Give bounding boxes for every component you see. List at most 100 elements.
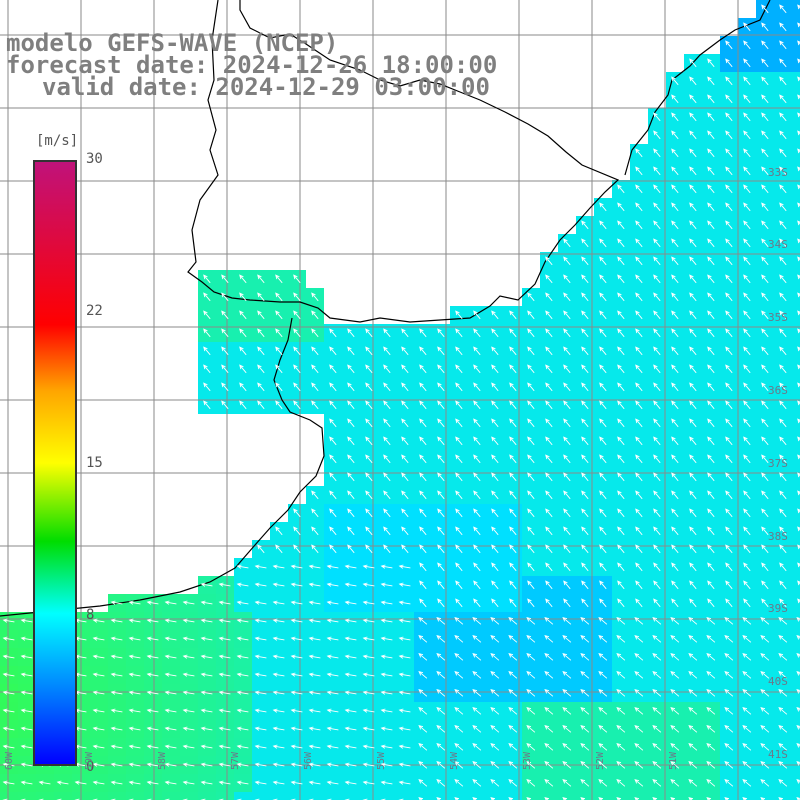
wind-arrow [581,382,589,392]
wind-speed-cell [288,792,306,800]
wind-arrow [760,797,766,800]
wind-arrow [670,653,680,661]
wind-arrow [365,346,373,356]
wind-arrow [779,472,787,482]
wind-arrow [599,598,607,608]
wind-arrow [380,618,393,623]
wind-arrow [598,653,608,661]
wind-arrow [508,671,518,679]
wind-arrow [779,310,787,320]
wind-arrow [437,544,445,554]
wind-arrow [92,672,105,677]
wind-arrow [599,328,607,338]
wind-arrow [398,582,411,587]
wind-arrow [272,744,285,749]
wind-arrow [92,798,98,800]
wind-arrow [743,130,751,140]
wind-arrow [689,508,697,518]
wind-arrow [437,526,445,536]
wind-arrow [653,220,661,230]
wind-arrow [419,382,427,392]
wind-arrow [581,490,589,500]
wind-arrow [437,364,445,374]
wind-arrow [311,346,319,356]
wind-speed-cell [792,720,800,738]
wind-arrow [308,600,321,605]
wind-arrow [401,436,409,446]
wind-arrow [326,672,339,677]
wind-speed-cell [792,666,800,684]
wind-arrow [761,562,769,572]
wind-arrow [671,130,679,140]
wind-arrow [203,382,211,392]
wind-arrow [580,797,586,800]
wind-arrow [401,472,409,482]
wind-arrow [761,436,769,446]
wind-arrow [275,328,283,338]
wind-arrow [689,238,697,248]
wind-arrow [707,58,715,68]
wind-arrow [653,166,661,176]
wind-arrow [617,292,625,302]
wind-arrow [236,564,249,569]
wind-arrow [742,743,752,751]
wind-arrow [472,671,482,679]
wind-arrow [398,690,411,695]
wind-arrow [491,598,499,608]
wind-arrow [398,654,411,659]
wind-arrow [544,725,554,733]
wind-arrow [617,562,625,572]
wind-arrow [218,762,231,767]
wind-arrow [545,544,553,554]
wind-arrow [182,708,195,713]
wind-arrow [527,490,535,500]
wind-arrow [689,598,697,608]
wind-arrow [617,400,625,410]
wind-arrow [688,671,698,679]
wind-arrow [472,617,482,625]
wind-arrow [616,725,626,733]
wind-arrow [545,598,553,608]
wind-arrow [743,562,751,572]
wind-arrow [491,472,499,482]
wind-arrow [290,690,303,695]
wind-arrow [743,184,751,194]
wind-arrow [508,797,514,800]
wind-arrow [634,743,644,751]
wind-arrow [562,689,572,697]
wind-arrow [635,166,643,176]
wind-arrow [689,346,697,356]
wind-arrow [797,382,800,388]
wind-arrow [761,526,769,536]
wind-arrow [418,653,428,661]
wind-arrow [326,744,339,749]
wind-arrow [779,400,787,410]
wind-arrow [689,526,697,536]
wind-arrow [652,653,662,661]
wind-arrow [706,635,716,643]
wind-arrow [527,382,535,392]
wind-arrow [146,708,159,713]
wind-arrow [635,436,643,446]
wind-arrow [779,274,787,284]
wind-arrow [617,598,625,608]
wind-arrow [761,400,769,410]
wind-arrow [455,580,463,590]
wind-arrow [2,654,15,659]
wind-arrow [383,508,391,518]
wind-arrow [599,292,607,302]
wind-arrow [689,418,697,428]
wind-arrow [545,418,553,428]
wind-arrow [617,220,625,230]
wind-arrow [110,672,123,677]
wind-arrow [236,798,242,800]
wind-arrow [617,454,625,464]
wind-arrow [599,436,607,446]
wind-arrow [365,382,373,392]
wind-arrow [455,364,463,374]
lat-label: 38S [768,530,788,543]
wind-arrow [634,779,644,787]
wind-speed-cell [792,72,800,90]
wind-arrow [527,292,535,302]
wind-arrow [634,617,644,625]
